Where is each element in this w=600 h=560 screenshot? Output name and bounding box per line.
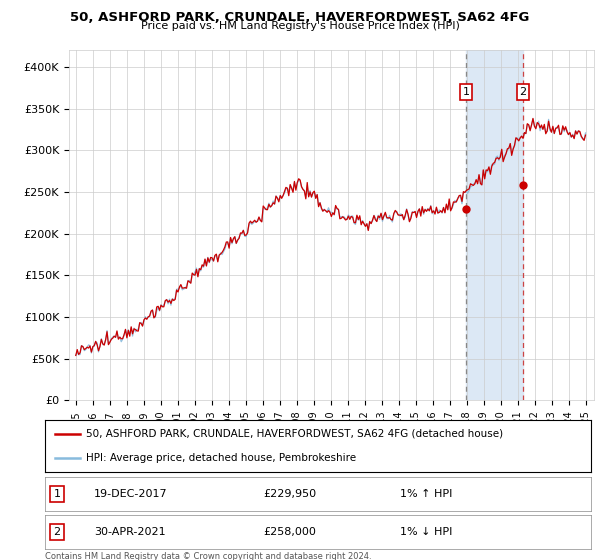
Text: 30-APR-2021: 30-APR-2021 [94,527,166,537]
Text: 50, ASHFORD PARK, CRUNDALE, HAVERFORDWEST, SA62 4FG (detached house): 50, ASHFORD PARK, CRUNDALE, HAVERFORDWES… [86,429,503,439]
Text: 1: 1 [463,87,469,97]
Text: 2: 2 [53,527,61,537]
Text: 19-DEC-2017: 19-DEC-2017 [94,489,168,499]
Text: 50, ASHFORD PARK, CRUNDALE, HAVERFORDWEST, SA62 4FG: 50, ASHFORD PARK, CRUNDALE, HAVERFORDWES… [70,11,530,24]
Text: 1% ↑ HPI: 1% ↑ HPI [400,489,452,499]
Bar [466,50,523,400]
Text: 1% ↓ HPI: 1% ↓ HPI [400,527,452,537]
Text: Price paid vs. HM Land Registry's House Price Index (HPI): Price paid vs. HM Land Registry's House … [140,21,460,31]
Text: £229,950: £229,950 [263,489,317,499]
Text: 2: 2 [520,87,527,97]
Text: HPI: Average price, detached house, Pembrokeshire: HPI: Average price, detached house, Pemb… [86,452,356,463]
Text: Contains HM Land Registry data © Crown copyright and database right 2024.: Contains HM Land Registry data © Crown c… [45,552,371,560]
Text: £258,000: £258,000 [263,527,316,537]
Text: 1: 1 [53,489,61,499]
